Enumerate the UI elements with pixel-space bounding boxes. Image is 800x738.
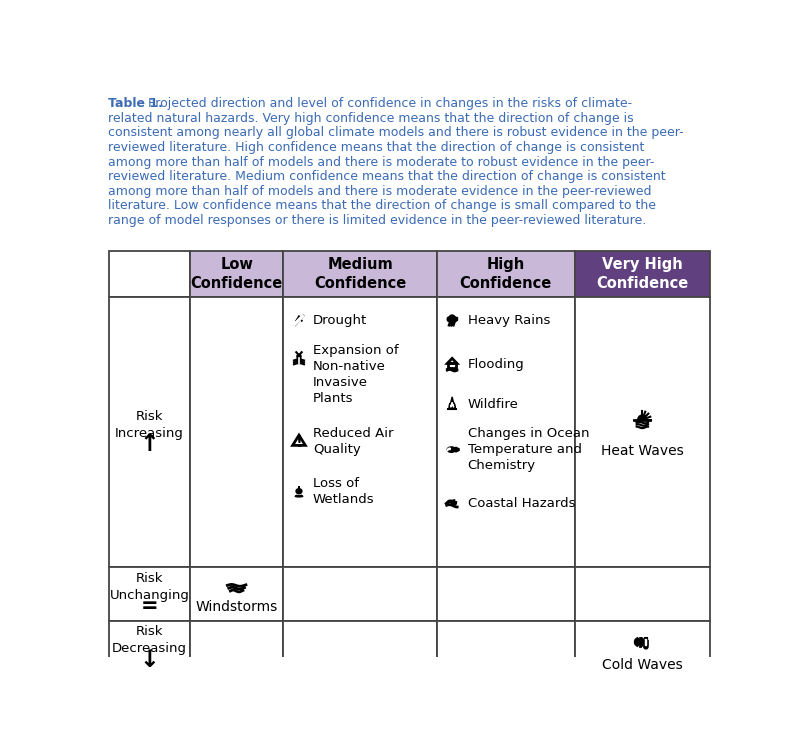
- Text: Coastal Hazards: Coastal Hazards: [468, 497, 575, 510]
- Text: Table 1.: Table 1.: [108, 97, 167, 110]
- Text: Risk
Unchanging: Risk Unchanging: [110, 572, 190, 601]
- Circle shape: [637, 645, 638, 646]
- Text: Reduced Air
Quality: Reduced Air Quality: [313, 427, 394, 456]
- Bar: [110, 251, 190, 297]
- Polygon shape: [456, 447, 459, 452]
- Bar: [190, 297, 283, 568]
- Text: Drought: Drought: [313, 314, 367, 327]
- Text: ↓: ↓: [140, 648, 159, 672]
- Circle shape: [644, 645, 648, 649]
- Text: Windstorms: Windstorms: [195, 601, 278, 615]
- Bar: [437, 621, 574, 675]
- Wedge shape: [638, 415, 647, 420]
- Circle shape: [297, 354, 301, 359]
- Text: Risk
Increasing: Risk Increasing: [115, 410, 184, 440]
- Circle shape: [643, 641, 645, 643]
- Bar: [110, 297, 190, 568]
- Polygon shape: [450, 402, 454, 407]
- Polygon shape: [296, 316, 302, 322]
- Text: literature. Low confidence means that the direction of change is small compared : literature. Low confidence means that th…: [108, 199, 656, 213]
- Ellipse shape: [297, 357, 301, 364]
- Text: Wildfire: Wildfire: [468, 399, 518, 412]
- Circle shape: [641, 638, 642, 639]
- Bar: [449, 363, 456, 368]
- Text: Very High
Confidence: Very High Confidence: [596, 257, 689, 292]
- Bar: [574, 621, 710, 675]
- Circle shape: [637, 638, 638, 639]
- Ellipse shape: [450, 405, 455, 410]
- Text: Expansion of
Non-native
Invasive
Plants: Expansion of Non-native Invasive Plants: [313, 344, 398, 404]
- Text: among more than half of models and there is moderate to robust evidence in the p: among more than half of models and there…: [108, 156, 654, 168]
- Circle shape: [447, 317, 452, 322]
- Bar: [110, 621, 190, 675]
- Text: Heat Waves: Heat Waves: [601, 444, 684, 458]
- Text: range of model responses or there is limited evidence in the peer-reviewed liter: range of model responses or there is lim…: [108, 214, 646, 227]
- Bar: [437, 568, 574, 621]
- Text: Heavy Rains: Heavy Rains: [468, 314, 550, 327]
- Circle shape: [449, 448, 450, 449]
- Polygon shape: [296, 486, 302, 494]
- Text: Low
Confidence: Low Confidence: [190, 257, 282, 292]
- Text: !: !: [295, 435, 302, 449]
- Bar: [437, 297, 574, 568]
- Bar: [283, 251, 437, 297]
- Text: Changes in Ocean
Temperature and
Chemistry: Changes in Ocean Temperature and Chemist…: [468, 427, 589, 472]
- Bar: [283, 621, 437, 675]
- Circle shape: [641, 645, 642, 646]
- Text: Risk
Decreasing: Risk Decreasing: [112, 626, 187, 655]
- Text: ↑: ↑: [140, 432, 159, 456]
- Text: Projected direction and level of confidence in changes in the risks of climate-: Projected direction and level of confide…: [148, 97, 632, 110]
- Ellipse shape: [447, 447, 456, 452]
- Bar: [574, 251, 710, 297]
- Bar: [447, 317, 457, 320]
- Text: reviewed literature. Medium confidence means that the direction of change is con: reviewed literature. Medium confidence m…: [108, 170, 666, 183]
- Text: Medium
Confidence: Medium Confidence: [314, 257, 406, 292]
- Text: related natural hazards. Very high confidence means that the direction of change: related natural hazards. Very high confi…: [108, 111, 634, 125]
- Bar: [190, 568, 283, 621]
- Circle shape: [452, 317, 457, 322]
- Circle shape: [449, 315, 455, 321]
- Text: Cold Waves: Cold Waves: [602, 658, 682, 672]
- Text: Loss of
Wetlands: Loss of Wetlands: [313, 477, 374, 506]
- Text: consistent among nearly all global climate models and there is robust evidence i: consistent among nearly all global clima…: [108, 126, 683, 139]
- Text: reviewed literature. High confidence means that the direction of change is consi: reviewed literature. High confidence mea…: [108, 141, 644, 154]
- Text: Flooding: Flooding: [468, 358, 524, 370]
- Text: =: =: [141, 596, 158, 616]
- Text: High
Confidence: High Confidence: [459, 257, 552, 292]
- Bar: [190, 621, 283, 675]
- Bar: [110, 568, 190, 621]
- Bar: [574, 297, 710, 568]
- Polygon shape: [449, 397, 455, 408]
- Bar: [283, 297, 437, 568]
- Text: among more than half of models and there is moderate evidence in the peer-review: among more than half of models and there…: [108, 184, 651, 198]
- Bar: [190, 251, 283, 297]
- Bar: [283, 568, 437, 621]
- Bar: [437, 251, 574, 297]
- Circle shape: [634, 641, 636, 643]
- Bar: [574, 568, 710, 621]
- Bar: [645, 638, 647, 646]
